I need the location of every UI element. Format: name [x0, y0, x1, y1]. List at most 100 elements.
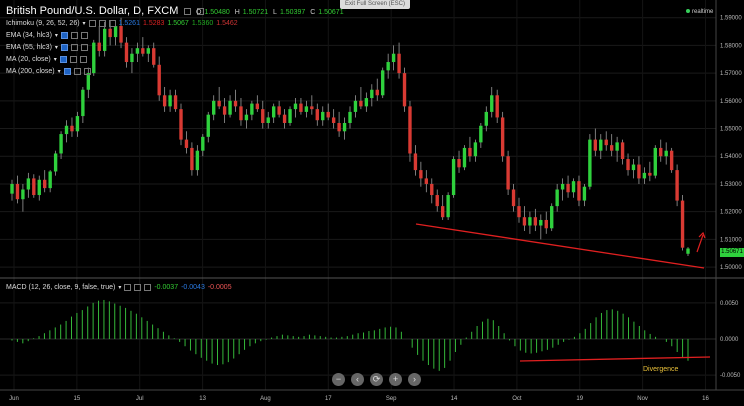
ichimoku-value: 1.5462: [216, 20, 238, 27]
indicator-row-ema-34[interactable]: EMA (34, hlc3) ▾: [6, 32, 88, 39]
time-tick-label: Oct: [512, 396, 522, 402]
candle-up: [555, 183, 559, 212]
ichimoku-value: 1.5283: [142, 20, 165, 27]
eye-icon[interactable]: [124, 284, 132, 291]
eye-icon[interactable]: [88, 20, 96, 27]
chevron-down-icon[interactable]: ▾: [118, 285, 122, 291]
low-label: L: [273, 9, 277, 16]
candle-body: [659, 147, 663, 157]
candle-up: [571, 178, 576, 198]
close-icon[interactable]: [80, 32, 88, 39]
candle-down: [408, 100, 412, 162]
candle-down: [522, 206, 527, 232]
candle-body: [157, 64, 161, 96]
candle-body: [331, 117, 336, 123]
candle-body: [288, 109, 292, 123]
candle-body: [424, 178, 429, 184]
candle-body: [626, 159, 630, 171]
candle-body: [92, 42, 96, 74]
indicator-row-ema-55[interactable]: EMA (55, hlc3) ▾: [6, 44, 88, 51]
macd-header[interactable]: MACD (12, 26, close, 9, false, true) ▾ -…: [6, 284, 232, 291]
candle-body: [457, 159, 461, 168]
macd-hist-value: -0.0005: [207, 284, 232, 291]
realtime-label: realtime: [692, 9, 714, 15]
settings-square-icon[interactable]: [184, 7, 192, 15]
gear-icon[interactable]: [70, 32, 78, 39]
zoom-in-button[interactable]: +: [389, 373, 402, 386]
indicator-row-ichimoku[interactable]: Ichimoku (9, 26, 52, 26) ▾ 1.5261 1.5283…: [6, 20, 238, 27]
candle-up: [168, 89, 172, 112]
close-square-icon[interactable]: [197, 7, 205, 15]
time-tick-label: Jun: [9, 396, 19, 402]
candle-body: [539, 219, 543, 226]
indicator-row-ma-200[interactable]: MA (200, close) ▾: [6, 68, 91, 75]
chevron-down-icon[interactable]: ▾: [54, 33, 58, 39]
reset-button[interactable]: ⟳: [370, 373, 383, 386]
candle-down: [457, 150, 461, 173]
chevron-down-icon[interactable]: ▾: [82, 21, 86, 27]
candle-body: [479, 125, 483, 143]
chevron-down-icon[interactable]: ▾: [53, 57, 57, 63]
price-tick-label: 1.55000: [720, 127, 742, 133]
candle-down: [626, 153, 630, 176]
gear-icon[interactable]: [134, 284, 142, 291]
candle-up: [228, 95, 232, 118]
time-tick-label: 14: [451, 396, 458, 402]
chevron-down-icon[interactable]: ▾: [57, 69, 61, 75]
candle-body: [533, 217, 538, 226]
candle-up: [64, 120, 69, 143]
candle-body: [511, 189, 516, 207]
close-icon[interactable]: [108, 20, 116, 27]
divergence-label: Divergence: [643, 366, 679, 373]
gear-icon[interactable]: [70, 44, 78, 51]
candle-up: [10, 179, 14, 201]
candle-body: [222, 106, 227, 115]
candle-body: [631, 164, 636, 171]
candle-down: [184, 131, 189, 154]
price-tick-label: 1.51000: [720, 237, 742, 243]
close-icon[interactable]: [80, 44, 88, 51]
candle-down: [533, 208, 538, 232]
candle-down: [43, 170, 47, 193]
gear-icon[interactable]: [73, 68, 81, 75]
candle-up: [250, 100, 254, 121]
close-icon[interactable]: [79, 56, 87, 63]
candle-body: [321, 111, 325, 121]
macd-signal-value: -0.0043: [181, 284, 205, 291]
eye-icon[interactable]: [60, 32, 68, 39]
candle-up: [686, 247, 690, 256]
close-icon[interactable]: [83, 68, 91, 75]
candle-up: [353, 95, 358, 118]
exit-fullscreen-button[interactable]: Exit Full Screen (ESC): [340, 0, 410, 9]
candle-down: [15, 175, 20, 204]
candle-down: [337, 111, 341, 137]
candle-down: [152, 42, 156, 68]
indicator-row-ma-20[interactable]: MA (20, close) ▾: [6, 56, 87, 63]
chevron-down-icon[interactable]: ▾: [54, 45, 58, 51]
scroll-right-button[interactable]: ›: [408, 373, 421, 386]
candle-body: [648, 172, 652, 176]
candle-body: [108, 28, 112, 38]
gear-icon[interactable]: [98, 20, 106, 27]
candle-down: [604, 131, 608, 151]
scroll-left-button[interactable]: ‹: [351, 373, 364, 386]
candle-down: [97, 26, 101, 57]
candle-down: [577, 175, 581, 207]
gear-icon[interactable]: [69, 56, 77, 63]
candle-body: [315, 109, 319, 121]
candle-body: [419, 170, 423, 179]
candle-up: [342, 117, 347, 140]
candle-body: [168, 95, 172, 107]
candle-down: [669, 147, 674, 173]
close-icon[interactable]: [144, 284, 152, 291]
candle-up: [53, 150, 58, 176]
eye-icon[interactable]: [60, 44, 68, 51]
candle-up: [288, 106, 292, 126]
zoom-out-button[interactable]: −: [332, 373, 345, 386]
candle-down: [544, 211, 548, 234]
eye-icon[interactable]: [59, 56, 67, 63]
eye-icon[interactable]: [63, 68, 71, 75]
macd-trendline: [519, 356, 711, 362]
candle-down: [500, 111, 505, 162]
